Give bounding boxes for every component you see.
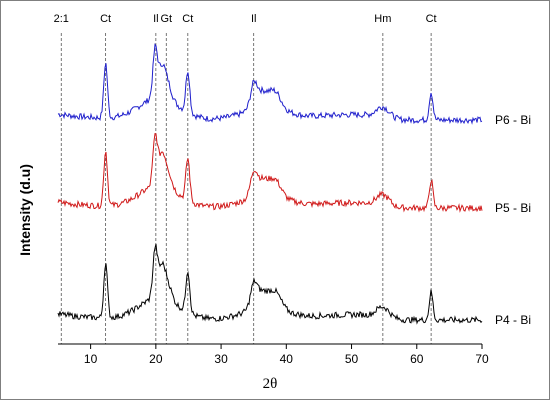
x-axis: 10 20 30 40 50 60 70	[58, 343, 489, 366]
series-line-p6-bi	[57, 43, 483, 125]
x-tick-label: 50	[345, 352, 359, 366]
x-tick-label: 30	[214, 352, 228, 366]
x-axis-label: 2θ	[263, 376, 278, 392]
peak-label: Ct	[426, 13, 437, 25]
series-line-p4-bi	[57, 243, 483, 325]
peak-label: 2:1	[54, 13, 69, 25]
series-line-p5-bi	[57, 132, 483, 213]
peak-label: Hm	[374, 13, 391, 25]
series-label: P5 - Bi	[495, 201, 531, 215]
peak-label: Il	[251, 13, 257, 25]
x-tick-label: 70	[475, 352, 489, 366]
series-label: P6 - Bi	[495, 113, 531, 127]
peak-marker-lines: 2:1 Ct Il Gt Ct Il Hm Ct	[54, 13, 437, 344]
peak-label: Ct	[182, 13, 193, 25]
x-tick-label: 10	[84, 352, 98, 366]
peak-label: Gt	[160, 13, 172, 25]
x-tick-label: 60	[410, 352, 424, 366]
series-layer: P6 - Bi P5 - Bi P4 - Bi	[57, 43, 531, 327]
y-axis-label: Intensity (d.u)	[17, 164, 33, 256]
series-label: P4 - Bi	[495, 313, 531, 327]
x-tick-label: 40	[280, 352, 294, 366]
x-tick-label: 20	[149, 352, 163, 366]
peak-label: Il	[153, 13, 159, 25]
peak-label: Ct	[100, 13, 111, 25]
